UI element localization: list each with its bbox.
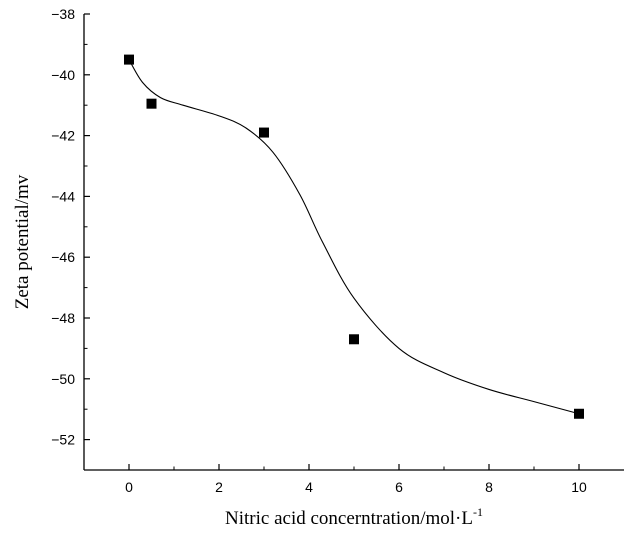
x-tick-label: 6 [395, 479, 403, 495]
data-points [124, 54, 584, 419]
y-tick-label: −50 [51, 371, 75, 387]
y-tick-label: −46 [51, 249, 75, 265]
fit-curve-group [128, 59, 580, 415]
x-axis-label-superscript: -1 [473, 505, 483, 519]
y-tick-label: −44 [51, 188, 75, 204]
data-point [146, 98, 157, 109]
y-axis-label: Zeta potential/mv [12, 174, 33, 309]
data-point [259, 127, 269, 138]
fit-curve-line [128, 59, 580, 415]
axes: −38 −40 −42 −44 −46 −48 −50 −52 0 2 4 6 8 10 [51, 6, 624, 495]
data-point [124, 54, 134, 65]
x-axis-label-text: Nitric acid concerntration/mol·L [225, 508, 473, 529]
y-tick-label: −38 [51, 6, 75, 22]
y-tick-label: −48 [51, 310, 75, 326]
x-tick-label: 2 [215, 479, 223, 495]
x-axis-label: Nitric acid concerntration/mol·L-1 [225, 505, 483, 529]
x-tick-label: 10 [571, 479, 587, 495]
x-tick-label: 4 [305, 479, 313, 495]
axis-labels: Nitric acid concerntration/mol·L-1 Zeta … [12, 174, 483, 529]
x-tick-label: 0 [125, 479, 133, 495]
data-point [349, 334, 359, 345]
y-tick-label: −52 [51, 432, 75, 448]
y-tick-label: −42 [51, 128, 75, 144]
x-tick-label: 8 [485, 479, 493, 495]
data-point [574, 408, 584, 419]
y-tick-label: −40 [51, 67, 75, 83]
